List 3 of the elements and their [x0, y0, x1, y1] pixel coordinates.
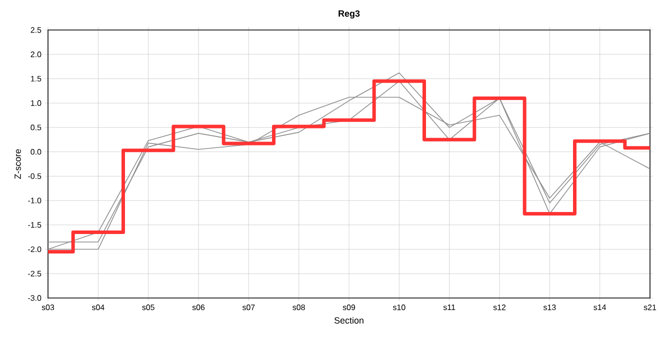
- y-axis-title: Z-score: [14, 149, 21, 179]
- x-axis-title: Section: [334, 317, 364, 324]
- chart-title: Reg3: [338, 10, 360, 19]
